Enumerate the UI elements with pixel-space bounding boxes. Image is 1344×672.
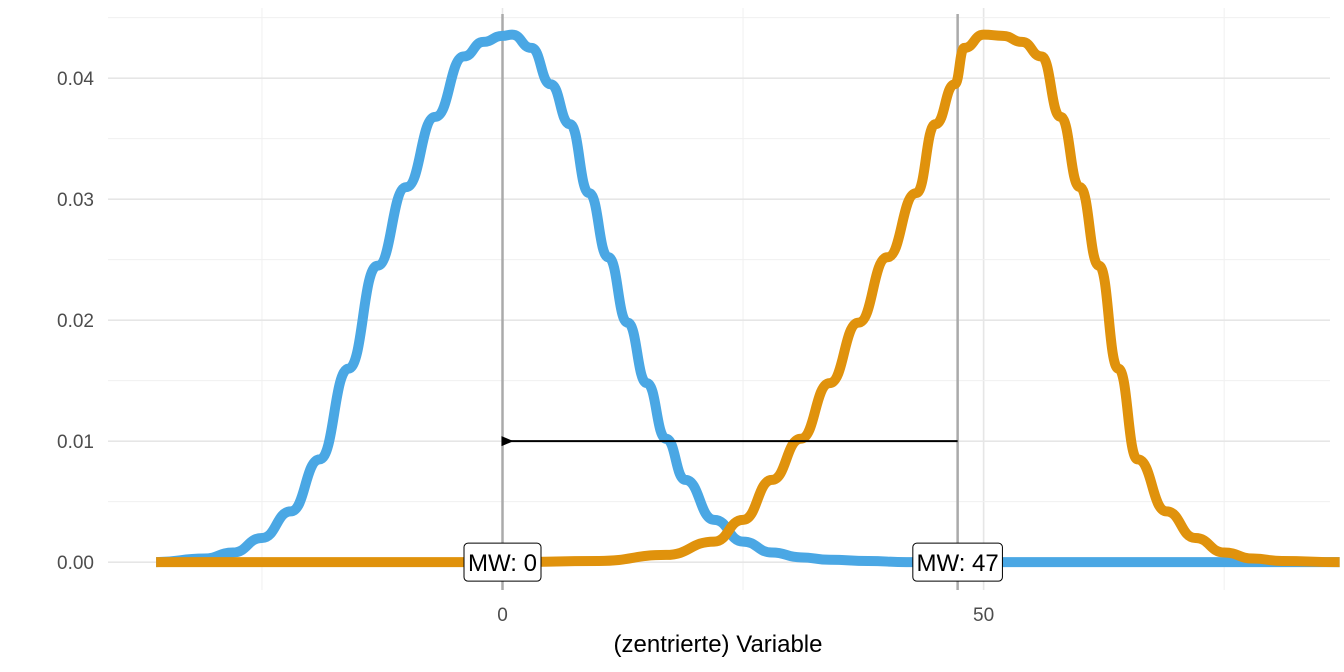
- mean-label-box: [912, 542, 1003, 582]
- mean-labels: MW: 0 MW: 47: [463, 542, 1003, 582]
- x-axis-title: (zentrierte) Variable: [614, 631, 823, 658]
- density-curves: [156, 29, 1340, 568]
- y-tick-label: 0.00: [57, 553, 94, 574]
- y-tick-label: 0.01: [57, 432, 94, 453]
- mean-label-box: [463, 542, 542, 582]
- reference-lines: [501, 14, 959, 590]
- x-tick-label: 0: [497, 605, 508, 626]
- axis-labels: 0.00 0.01 0.02 0.03 0.04 0 50: [57, 69, 994, 626]
- density-curve-2: [156, 29, 1340, 568]
- y-tick-label: 0.04: [57, 69, 94, 90]
- mean-label-text: MW: 0: [468, 550, 537, 577]
- x-tick-label: 50: [973, 605, 994, 626]
- y-tick-label: 0.02: [57, 311, 94, 332]
- density-curve-1: [156, 29, 1340, 568]
- y-tick-label: 0.03: [57, 190, 94, 211]
- grid-lines: [108, 8, 1330, 590]
- mean-label-text: MW: 47: [917, 550, 999, 577]
